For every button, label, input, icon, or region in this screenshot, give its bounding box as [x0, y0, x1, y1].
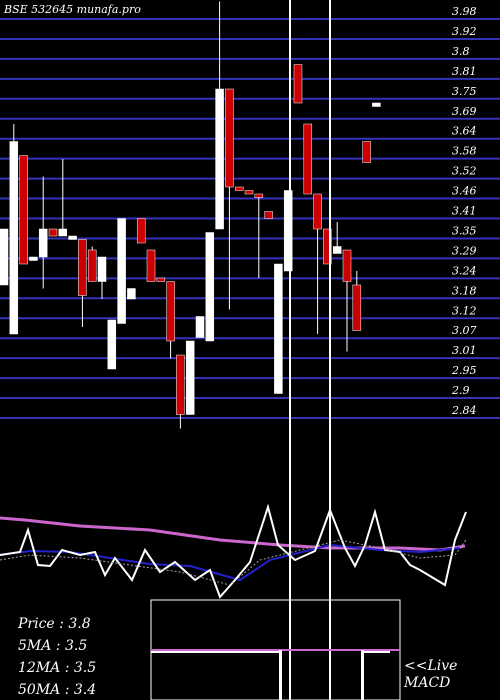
candle-body	[136, 218, 146, 244]
candle-body	[332, 246, 342, 254]
candle-body	[342, 249, 352, 282]
info-text: Price : 3.8	[17, 616, 91, 632]
candle-body	[244, 190, 254, 195]
candle-body	[362, 141, 371, 163]
candle-body	[352, 284, 362, 331]
candle-body	[283, 190, 293, 272]
candle-body	[58, 228, 68, 237]
y-tick-label: 3.24	[452, 264, 477, 277]
info-text: 50MA : 3.4	[18, 682, 96, 698]
y-tick-label: 3.46	[452, 185, 477, 198]
candle-body	[146, 249, 156, 282]
candle-body	[0, 228, 9, 286]
candle-body	[48, 228, 58, 237]
y-tick-label: 2.9	[451, 384, 470, 397]
y-tick-label: 3.92	[452, 25, 477, 38]
y-tick-label: 2.84	[451, 404, 477, 417]
candle-body	[9, 141, 19, 335]
y-tick-label: 3.29	[452, 244, 477, 257]
y-tick-label: 3.35	[452, 224, 477, 237]
candle-body	[274, 263, 283, 394]
candle-body	[117, 218, 126, 324]
candle-body	[68, 235, 77, 240]
candle-body	[234, 186, 244, 191]
candle-body	[78, 239, 87, 296]
candle-body	[176, 354, 185, 415]
candle-body	[166, 281, 175, 342]
y-tick-label: 3.69	[452, 105, 477, 118]
candle-body	[372, 102, 381, 107]
y-tick-label: 3.8	[452, 45, 470, 58]
info-text: 5MA : 3.5	[18, 638, 87, 654]
candle-body	[107, 319, 117, 370]
macd-bar	[279, 650, 282, 700]
candle-body	[87, 249, 97, 282]
candle-body	[293, 64, 303, 104]
candle-body	[313, 193, 322, 230]
chart-title: BSE 532645 munafa.pro	[3, 3, 141, 16]
candle-body	[185, 340, 195, 415]
candle-body	[38, 228, 48, 258]
macd-bar	[361, 650, 364, 700]
info-text: 12MA : 3.5	[18, 660, 96, 676]
y-tick-label: 3.75	[452, 85, 477, 98]
y-tick-label: 3.64	[452, 125, 477, 138]
candle-body	[195, 316, 205, 338]
signal-line	[0, 539, 467, 586]
candle-body	[303, 123, 313, 195]
candle-body	[97, 256, 107, 282]
y-tick-label: 3.18	[452, 284, 477, 297]
candle-body	[19, 155, 28, 265]
y-tick-label: 3.01	[452, 344, 477, 357]
candle-body	[205, 232, 215, 342]
macd-panel	[150, 599, 401, 700]
indicator-lines	[0, 503, 467, 599]
candle-body	[323, 228, 332, 265]
candle-body	[225, 88, 234, 188]
candle-body	[254, 193, 264, 198]
y-tick-label: 3.12	[452, 304, 477, 317]
y-tick-label: 3.81	[452, 65, 477, 78]
live-label: <<Live	[404, 658, 457, 674]
macd-label: MACD	[403, 675, 450, 691]
y-tick-label: 3.52	[452, 165, 477, 178]
ma-line	[0, 516, 466, 552]
candle-body	[264, 211, 273, 219]
candle-body	[215, 88, 224, 230]
y-tick-label: 3.58	[452, 145, 477, 158]
y-tick-label: 3.98	[452, 5, 477, 18]
candle-body	[29, 256, 38, 261]
candle-body	[156, 277, 166, 282]
y-tick-label: 3.41	[452, 205, 477, 218]
y-tick-label: 3.07	[452, 324, 477, 337]
candle-body	[127, 288, 136, 300]
y-tick-label: 2.95	[451, 364, 477, 377]
